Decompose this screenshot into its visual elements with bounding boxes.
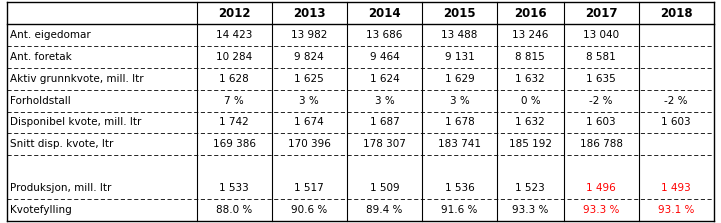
Text: 7 %: 7 % [224, 96, 244, 105]
Text: -2 %: -2 % [665, 96, 688, 105]
Text: 1 533: 1 533 [219, 183, 249, 193]
Text: 183 741: 183 741 [438, 139, 481, 149]
Text: Ant. foretak: Ant. foretak [10, 52, 72, 62]
Text: Forholdstall: Forholdstall [10, 96, 71, 105]
Text: 13 246: 13 246 [512, 30, 549, 40]
Text: 8 815: 8 815 [516, 52, 545, 62]
Text: 89.4 %: 89.4 % [366, 205, 402, 215]
Text: 1 632: 1 632 [516, 118, 545, 127]
Text: 93.3 %: 93.3 % [583, 205, 619, 215]
Text: Disponibel kvote, mill. ltr: Disponibel kvote, mill. ltr [10, 118, 141, 127]
Text: 1 742: 1 742 [219, 118, 249, 127]
Text: 13 040: 13 040 [583, 30, 619, 40]
Text: 1 493: 1 493 [661, 183, 691, 193]
Text: 185 192: 185 192 [509, 139, 552, 149]
Text: 9 131: 9 131 [445, 52, 474, 62]
Text: 1 509: 1 509 [370, 183, 399, 193]
Text: 93.1 %: 93.1 % [658, 205, 694, 215]
Text: 13 686: 13 686 [366, 30, 402, 40]
Text: 91.6 %: 91.6 % [441, 205, 478, 215]
Text: 1 496: 1 496 [586, 183, 616, 193]
Text: 1 678: 1 678 [445, 118, 474, 127]
Text: 186 788: 186 788 [580, 139, 623, 149]
Text: 2018: 2018 [660, 7, 693, 20]
Text: 1 635: 1 635 [586, 74, 616, 84]
Text: -2 %: -2 % [589, 96, 613, 105]
Text: 14 423: 14 423 [216, 30, 252, 40]
Text: 2015: 2015 [443, 7, 476, 20]
Text: Snitt disp. kvote, ltr: Snitt disp. kvote, ltr [10, 139, 113, 149]
Text: 1 523: 1 523 [516, 183, 545, 193]
Text: Ant. eigedomar: Ant. eigedomar [10, 30, 91, 40]
Text: 2016: 2016 [514, 7, 547, 20]
Text: 1 603: 1 603 [586, 118, 616, 127]
Text: 1 625: 1 625 [294, 74, 324, 84]
Text: 10 284: 10 284 [216, 52, 252, 62]
Text: 1 632: 1 632 [516, 74, 545, 84]
Text: 1 628: 1 628 [219, 74, 249, 84]
Text: 2012: 2012 [218, 7, 250, 20]
Text: 1 517: 1 517 [294, 183, 324, 193]
Text: Produksjon, mill. ltr: Produksjon, mill. ltr [10, 183, 112, 193]
Text: Kvotefylling: Kvotefylling [10, 205, 72, 215]
Text: 2014: 2014 [368, 7, 401, 20]
Text: 3 %: 3 % [375, 96, 394, 105]
Text: 2013: 2013 [293, 7, 326, 20]
Text: 1 629: 1 629 [445, 74, 474, 84]
Text: 90.6 %: 90.6 % [291, 205, 327, 215]
Text: 8 581: 8 581 [586, 52, 616, 62]
Text: 1 624: 1 624 [370, 74, 399, 84]
Text: 1 603: 1 603 [661, 118, 691, 127]
Text: 178 307: 178 307 [363, 139, 406, 149]
Text: 1 536: 1 536 [445, 183, 474, 193]
Text: Aktiv grunnkvote, mill. ltr: Aktiv grunnkvote, mill. ltr [10, 74, 143, 84]
Text: 93.3 %: 93.3 % [512, 205, 549, 215]
Text: 2017: 2017 [585, 7, 617, 20]
Text: 13 488: 13 488 [441, 30, 478, 40]
Text: 170 396: 170 396 [288, 139, 331, 149]
Text: 0 %: 0 % [521, 96, 540, 105]
Text: 88.0 %: 88.0 % [216, 205, 252, 215]
Text: 1 687: 1 687 [370, 118, 399, 127]
Text: 169 386: 169 386 [213, 139, 256, 149]
Text: 9 824: 9 824 [294, 52, 324, 62]
Text: 3 %: 3 % [450, 96, 469, 105]
Text: 1 674: 1 674 [294, 118, 324, 127]
Text: 3 %: 3 % [299, 96, 319, 105]
Text: 9 464: 9 464 [370, 52, 399, 62]
Text: 13 982: 13 982 [291, 30, 327, 40]
